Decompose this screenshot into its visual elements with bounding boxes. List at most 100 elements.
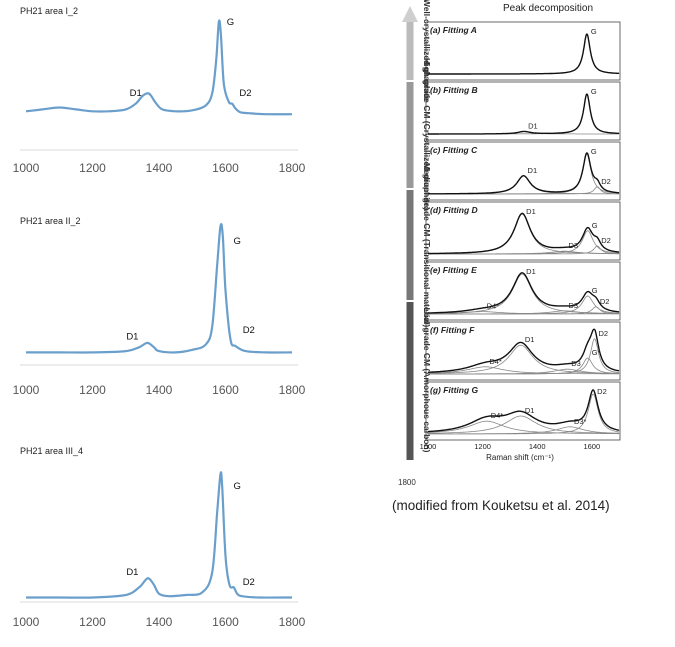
component-peak-curve [427,338,620,375]
decomposition-title: Peak decomposition [503,3,593,14]
fitted-sum-curve [428,33,620,75]
component-peak-curve [428,415,620,434]
component-peak-label: D4* [487,302,500,311]
component-peak-label: D1 [526,207,536,216]
peak-decomposition-figure: Peak decomposition Well-crystallized grap… [370,0,670,490]
component-peak-label: D2 [599,329,609,338]
fitted-sum-curve [428,93,620,135]
peak-label: D2 [239,88,251,99]
component-peak-label: D2 [601,236,611,245]
component-peak-label: D3 [569,301,579,310]
fitted-sum-curve [427,328,620,373]
peak-label: G [233,481,240,492]
spectrum-line [25,19,293,116]
grade-arrow-head [402,6,418,22]
component-peak-curve [428,306,620,315]
component-peak-curve [428,230,620,255]
component-peak-curve [427,186,620,195]
fitting-panel-label: (g) Fitting G [430,385,479,395]
x-tick-label: 1000 [13,161,40,175]
spectrum-panel-1: PH21 area I_2 1000 1200 1400 1600 1800 D1 G D2 [0,0,320,185]
x-tick-label: 1400 [146,383,173,397]
x-tick-label: 1600 [212,615,239,629]
decomp-x-axis-label: Raman shift (cm⁻¹) [486,453,554,462]
peak-label: D1 [126,567,138,578]
decomp-x-tick-label: 1400 [529,442,546,451]
component-peak-label: D3 [569,241,579,250]
spectrum-line [26,471,293,599]
spectrum-chart-2: PH21 area II_2 1000 1200 1400 1600 1800 D1 G D2 [13,216,306,397]
component-peak-label: G [591,87,597,96]
grade-arrow-label: Medium-grade CM (Transitional material) [422,163,432,328]
x-tick-label: 1800 [279,383,306,397]
component-peak-label: D1 [525,406,535,415]
x-tick-label: 1200 [79,615,106,629]
fitting-panel-frame [425,81,621,141]
grade-arrow-label: Well-crystallized graphite [422,0,432,101]
spectrum-chart-1: PH21 area I_2 1000 1200 1400 1600 1800 D1 G D2 [13,6,306,175]
component-peak-curve [428,420,620,435]
component-peak-label: D2 [597,387,607,396]
peak-label: G [233,236,240,247]
grade-arrow-segment [406,22,414,80]
component-peak-label: D3 [571,359,581,368]
spectrum-panel-2: PH21 area II_2 1000 1200 1400 1600 1800 D1 G D2 [0,210,320,415]
component-peak-label: D4* [489,357,502,366]
x-tick-label: 1800 [279,161,306,175]
fitting-panel-frame [425,141,621,201]
x-tick-label: 1400 [146,615,173,629]
fitting-panel-frame [425,21,621,81]
component-peak-label: G* [592,348,601,357]
x-tick-label: 1000 [13,383,40,397]
grade-arrow-segment [406,302,414,460]
component-peak-label: G [592,221,598,230]
decomp-x-tick-label: 1000 [420,442,437,451]
component-peak-label: D3* [574,417,587,426]
decomp-x-tick-label: 1200 [474,442,491,451]
component-peak-label: G [591,27,597,36]
component-peak-curve [428,344,620,374]
fitting-panel-label: (a) Fitting A [430,25,477,35]
fitting-panel-frame [425,321,621,381]
grade-arrow-label: High-grade CM (Crystallized graphite) [422,58,432,210]
fitted-sum-curve [427,272,620,314]
spectrum-title: PH21 area II_2 [20,216,81,226]
component-peak-curve [427,366,620,375]
spectrum-line [25,223,293,354]
x-tick-label: 1200 [79,161,106,175]
peak-label: D1 [126,332,138,343]
spectrum-panel-3: PH21 area III_4 1000 1200 1400 1600 1800 D1 G D2 [0,440,320,642]
arrow-bottom-label: 1800 [398,478,416,487]
component-peak-curve [428,245,620,255]
figure-caption: (modified from Kouketsu et al. 2014) [392,498,610,513]
component-peak-label: G [591,147,597,156]
fitted-sum-curve [427,212,620,255]
peak-label: G [227,17,234,28]
grade-arrow-segment [406,82,414,188]
fitting-panel-label: (d) Fitting D [430,205,478,215]
peak-label: D2 [243,325,255,336]
component-peak-label: D1 [528,122,538,131]
x-tick-label: 1200 [79,383,106,397]
spectrum-chart-3: PH21 area III_4 1000 1200 1400 1600 1800 D1 G D2 [13,446,306,629]
x-tick-label: 1400 [146,161,173,175]
peak-label: D2 [243,577,255,588]
component-peak-label: D1 [525,335,535,344]
x-tick-label: 1600 [212,383,239,397]
component-peak-label: D2 [600,297,610,306]
spectrum-title: PH21 area I_2 [20,6,78,16]
component-peak-curve [427,153,620,195]
peak-decomposition-chart: Peak decomposition Well-crystallized grap… [398,0,621,487]
fitting-panel-label: (f) Fitting F [430,325,475,335]
x-tick-label: 1800 [279,615,306,629]
fitting-panel-frame [425,381,621,441]
component-peak-curve [428,393,620,435]
component-peak-label: D1 [526,267,536,276]
spectrum-title: PH21 area III_4 [20,446,83,456]
component-peak-label: D1 [528,166,538,175]
fitting-panel-frame [425,261,621,321]
fitting-panel-label: (e) Fitting E [430,265,477,275]
x-tick-label: 1000 [13,615,40,629]
component-peak-label: D2 [601,177,611,186]
fitting-panel-frame [425,201,621,261]
